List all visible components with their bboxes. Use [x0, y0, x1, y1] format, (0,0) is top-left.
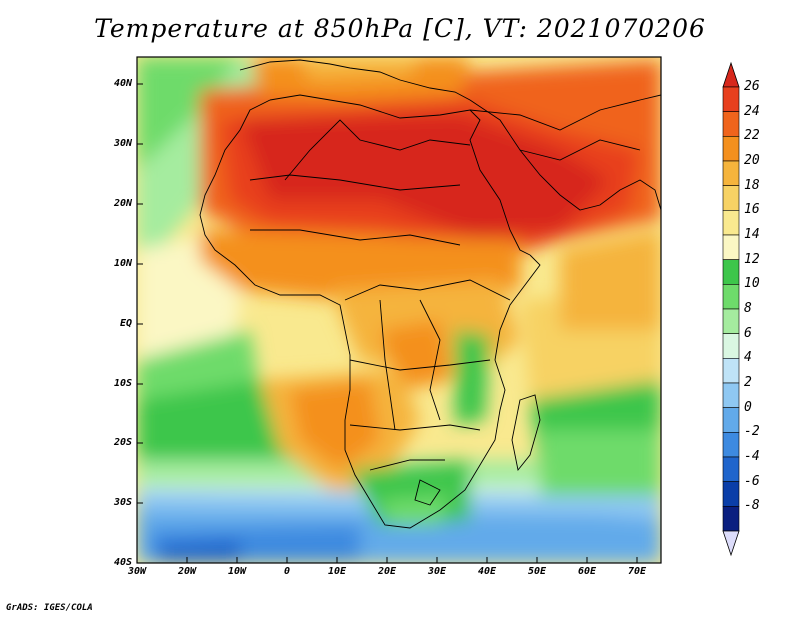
colorbar-tick-label: -4: [744, 449, 760, 464]
lat-label: 20N: [113, 198, 132, 209]
lat-label: 30N: [113, 138, 132, 149]
lat-label: 30S: [113, 497, 132, 508]
map-frame: [136, 56, 662, 564]
colorbar-tick-label: 24: [744, 103, 760, 119]
chart-title: Temperature at 850hPa [C], VT: 202107020…: [94, 14, 706, 43]
colorbar-tick-label: 2: [744, 375, 752, 390]
lon-label: 10E: [327, 566, 347, 577]
colorbar-segment: [722, 432, 740, 458]
lat-label: 40N: [113, 78, 132, 89]
lon-label: 60E: [577, 566, 597, 577]
lat-label: 20S: [113, 437, 132, 448]
colorbar-segment: [722, 160, 740, 186]
colorbar-tick-label: 14: [744, 227, 760, 242]
colorbar-tick-label: 10: [744, 276, 760, 292]
colorbar-tick-label: 26: [744, 79, 760, 94]
colorbar-segment: [722, 234, 740, 260]
colorbar-segment: [722, 259, 740, 285]
axis-ticks: [136, 83, 638, 564]
lon-label: 10W: [227, 566, 247, 577]
colorbar-tick-label: -8: [744, 498, 760, 514]
lat-label: 10N: [113, 258, 132, 269]
lon-label: 70E: [627, 566, 647, 577]
colorbar-segment: [722, 358, 740, 384]
colorbar-tick-label: 22: [744, 128, 760, 144]
coastlines: [199, 59, 661, 529]
lat-label: EQ: [119, 318, 132, 329]
colorbar-segment: [722, 308, 740, 334]
colorbar-tick-label: 8: [744, 301, 752, 316]
colorbar-segment: [722, 86, 740, 112]
colorbar-segment: [722, 506, 740, 532]
colorbar-segment: [722, 481, 740, 507]
colorbar-bottom-arrow: [722, 530, 740, 557]
lon-label: 20W: [177, 566, 197, 577]
temperature-field: [137, 57, 661, 563]
colorbar-segment: [722, 284, 740, 310]
colorbar-tick-label: 18: [744, 177, 760, 193]
colorbar-tick-label: 20: [744, 153, 760, 168]
lat-label: 10S: [113, 378, 132, 389]
colorbar-segment: [722, 136, 740, 162]
lat-label: 40S: [113, 557, 132, 568]
colorbar-tick-label: 6: [744, 325, 752, 341]
colorbar-segment: [722, 333, 740, 359]
colorbar-tick-label: 0: [744, 399, 752, 415]
colorbar: [722, 61, 740, 557]
colorbar-tick-label: 4: [744, 350, 752, 366]
lon-label: 30E: [427, 566, 447, 577]
colorbar-top-arrow: [722, 61, 740, 88]
credit-text: GrADS: IGES/COLA: [6, 603, 93, 613]
colorbar-segment: [722, 111, 740, 137]
colorbar-tick-label: -6: [744, 473, 760, 489]
lon-label: 40E: [477, 566, 497, 577]
colorbar-segment: [722, 382, 740, 408]
colorbar-tick-label: -2: [744, 424, 760, 440]
lon-label: 50E: [527, 566, 547, 577]
lon-label: 0: [283, 566, 291, 577]
lon-label: 30W: [127, 566, 147, 577]
colorbar-tick-label: 12: [744, 251, 760, 267]
colorbar-tick-label: 16: [744, 202, 760, 218]
colorbar-segment: [722, 456, 740, 482]
colorbar-segment: [722, 210, 740, 236]
colorbar-segment: [722, 185, 740, 211]
colorbar-segment: [722, 407, 740, 433]
lon-label: 20E: [377, 566, 397, 577]
